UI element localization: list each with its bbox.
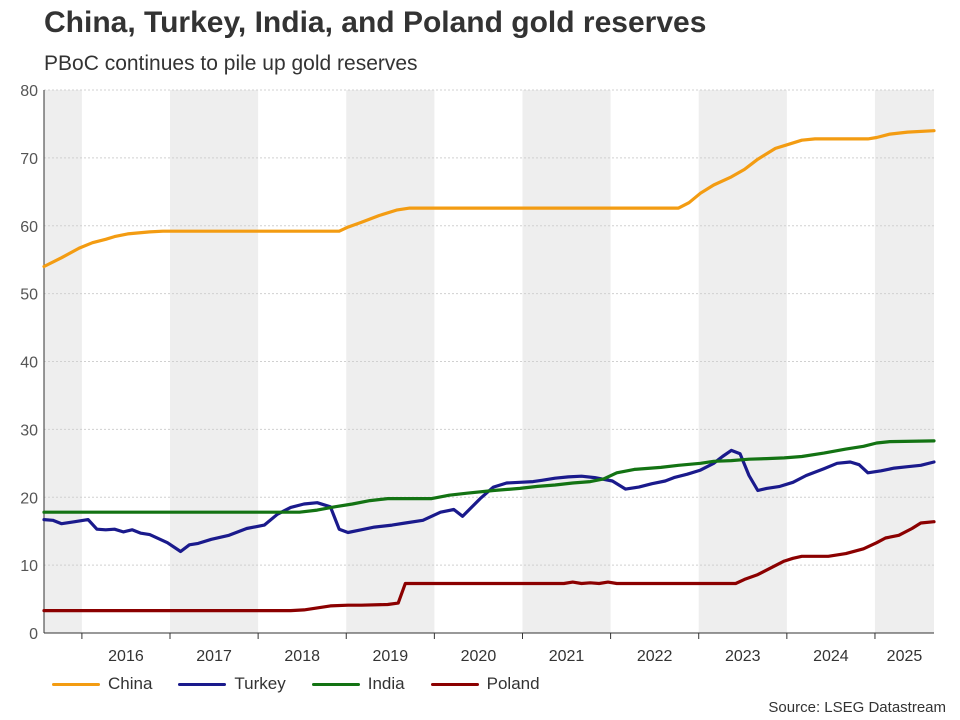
legend-swatch <box>311 682 360 686</box>
y-tick-label: 70 <box>20 151 38 168</box>
y-tick-label: 30 <box>20 422 38 439</box>
legend-item-turkey: Turkey <box>178 674 286 694</box>
legend-item-china: China <box>52 674 152 694</box>
legend-label: India <box>367 674 405 693</box>
y-tick-label: 50 <box>20 287 38 304</box>
legend-swatch <box>178 682 227 686</box>
x-tick-label-2022: 2022 <box>637 648 673 665</box>
x-tick-label-2020: 2020 <box>461 648 497 665</box>
series-line-china <box>42 129 936 269</box>
legend-item-poland: Poland <box>430 674 540 694</box>
y-tick-label: 40 <box>20 355 38 372</box>
x-tick-label-2017: 2017 <box>196 648 232 665</box>
source-note: Source: LSEG Datastream <box>768 699 946 716</box>
x-tick-label-2018: 2018 <box>284 648 320 665</box>
chart-subtitle: PBoC continues to pile up gold reserves <box>44 52 418 75</box>
y-tick-label: 20 <box>20 490 38 507</box>
legend-swatch <box>52 682 100 686</box>
legend-label: Turkey <box>234 674 286 693</box>
x-tick-label-2023: 2023 <box>725 648 761 665</box>
chart-legend: China Turkey India Poland <box>52 672 566 696</box>
legend-label: China <box>108 674 153 693</box>
series-line-india <box>42 439 936 514</box>
y-tick-label: 10 <box>20 558 38 575</box>
x-tick-label-2025: 2025 <box>887 648 923 665</box>
legend-swatch <box>430 682 479 686</box>
legend-item-india: India <box>311 674 405 694</box>
x-tick-label-2019: 2019 <box>373 648 409 665</box>
x-tick-label-2021: 2021 <box>549 648 585 665</box>
x-tick-label-2024: 2024 <box>813 648 849 665</box>
series-line-poland <box>42 520 936 613</box>
y-tick-label: 0 <box>29 626 38 643</box>
year-band-0 <box>44 90 82 633</box>
chart-title: China, Turkey, India, and Poland gold re… <box>44 6 707 39</box>
y-tick-label: 60 <box>20 219 38 236</box>
legend-label: Poland <box>486 674 540 693</box>
series-line-turkey <box>42 448 936 554</box>
y-tick-label: 80 <box>20 83 38 100</box>
x-tick-label-2016: 2016 <box>108 648 144 665</box>
